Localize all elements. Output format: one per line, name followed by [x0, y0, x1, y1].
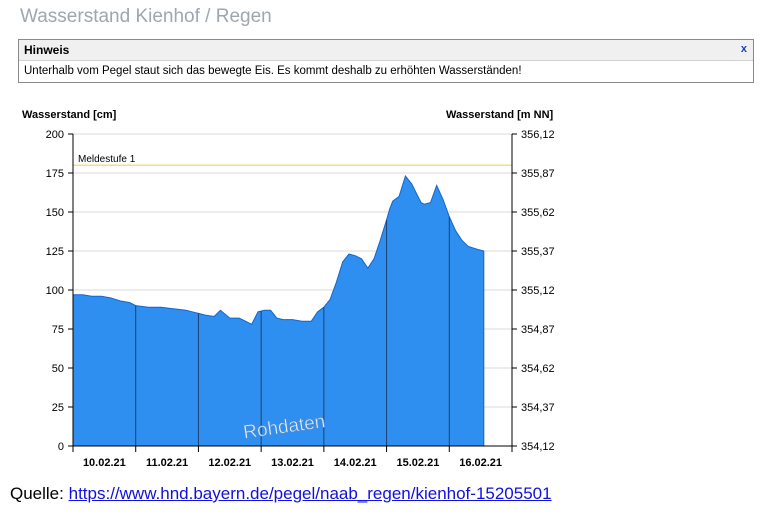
ylabel-left: Wasserstand [cm] [22, 109, 117, 121]
x-tick-label: 15.02.21 [397, 457, 440, 469]
page-title: Wasserstand Kienhof / Regen [20, 6, 272, 27]
ylabel-right: Wasserstand [m NN] [446, 109, 554, 121]
y-tick-label-left: 125 [46, 246, 64, 258]
y-tick-label-right: 354,87 [521, 324, 555, 336]
x-tick-label: 16.02.21 [459, 457, 502, 469]
series-area [72, 175, 485, 447]
close-icon[interactable]: x [740, 43, 747, 55]
y-tick-label-right: 355,62 [521, 207, 555, 219]
notice-header: Hinweis x [19, 40, 753, 61]
y-tick-label-right: 354,12 [521, 441, 555, 453]
source-link[interactable]: https://www.hnd.bayern.de/pegel/naab_reg… [68, 484, 552, 503]
y-tick-label-right: 355,87 [521, 168, 555, 180]
series-area-path [72, 175, 485, 447]
y-tick-label-left: 25 [52, 402, 64, 414]
threshold-group: Meldestufe 1 [73, 154, 512, 166]
notice-title: Hinweis [24, 43, 70, 57]
x-tick-label: 10.02.21 [83, 457, 126, 469]
y-tick-label-right: 355,12 [521, 285, 555, 297]
x-tick-label: 12.02.21 [208, 457, 251, 469]
y-tick-label-left: 200 [46, 129, 64, 141]
threshold-label: Meldestufe 1 [78, 154, 136, 165]
y-tick-label-right: 356,12 [521, 129, 555, 141]
x-tick-label: 13.02.21 [271, 457, 314, 469]
x-axis: 10.02.21 11.02.21 12.02.21 13.02.21 14.02.21… [72, 446, 513, 469]
water-level-chart: Wasserstand [cm] Wasserstand [m NN] Meld… [0, 100, 767, 480]
y-axis-left: 0 25 50 75 100 125 150 175 200 [46, 129, 73, 453]
y-tick-label-left: 100 [46, 285, 64, 297]
x-tick-label: 11.02.21 [146, 457, 188, 469]
y-tick-label-left: 150 [46, 207, 64, 219]
y-tick-label-right: 354,37 [521, 402, 555, 414]
y-tick-label-left: 50 [52, 363, 64, 375]
y-tick-label-right: 354,62 [521, 363, 555, 375]
source-label: Quelle: [10, 484, 64, 503]
y-tick-label-right: 355,37 [521, 246, 555, 258]
y-tick-label-left: 0 [58, 441, 64, 453]
x-tick-label: 14.02.21 [334, 457, 377, 469]
notice-text: Unterhalb vom Pegel staut sich das beweg… [24, 65, 522, 77]
y-tick-label-left: 175 [46, 168, 64, 180]
y-tick-label-left: 75 [52, 324, 64, 336]
notice-box: Hinweis x Unterhalb vom Pegel staut sich… [18, 39, 754, 83]
day-lines [135, 216, 450, 446]
source-line: Quelle: https://www.hnd.bayern.de/pegel/… [10, 484, 552, 504]
chart-svg: Wasserstand [cm] Wasserstand [m NN] Meld… [22, 109, 555, 469]
y-axis-right: 354,12 354,37 354,62 354,87 355,12 355,37 355,… [512, 129, 555, 453]
